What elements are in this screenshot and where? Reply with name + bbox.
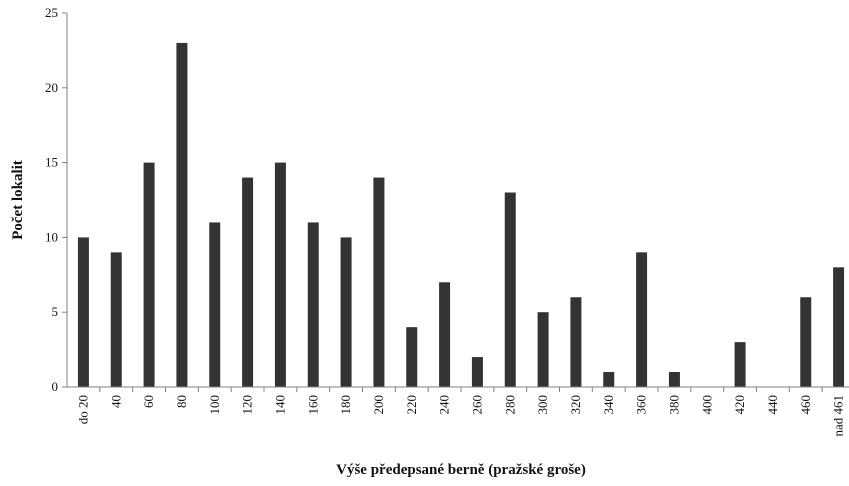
x-tick-label: do 20 bbox=[75, 395, 90, 424]
bars bbox=[77, 42, 845, 388]
bar bbox=[636, 252, 648, 387]
bar bbox=[176, 42, 188, 388]
x-tick-label: 200 bbox=[371, 395, 386, 415]
bar bbox=[504, 192, 516, 387]
bar bbox=[603, 372, 615, 387]
x-tick-label: 220 bbox=[404, 395, 419, 415]
x-tick-label: 260 bbox=[469, 395, 484, 415]
x-tick-label: 100 bbox=[207, 395, 222, 415]
x-tick-label: 440 bbox=[765, 395, 780, 415]
bar bbox=[274, 162, 286, 387]
bar bbox=[406, 327, 418, 387]
y-tick-label: 15 bbox=[45, 155, 58, 170]
bar bbox=[570, 297, 582, 387]
x-tick-label: 240 bbox=[437, 395, 452, 415]
bar bbox=[734, 342, 746, 387]
x-axis-title: Výše předepsané berně (pražské groše) bbox=[336, 462, 586, 478]
x-tick-label: 380 bbox=[666, 395, 681, 415]
x-tick-label: 420 bbox=[732, 395, 747, 415]
bar bbox=[143, 162, 155, 387]
x-tick-label: 80 bbox=[174, 395, 189, 408]
bar bbox=[340, 237, 352, 387]
bar bbox=[77, 237, 89, 387]
bar bbox=[110, 252, 122, 387]
x-tick-label: 320 bbox=[568, 395, 583, 415]
x-tick-label: 140 bbox=[272, 395, 287, 415]
y-tick-label: 25 bbox=[45, 5, 58, 20]
x-tick-label: 280 bbox=[502, 395, 517, 415]
bar bbox=[471, 357, 483, 387]
y-tick-label: 10 bbox=[45, 229, 58, 244]
x-tick-label: 300 bbox=[535, 395, 550, 415]
y-axis-title: Počet lokalit bbox=[10, 160, 26, 240]
y-tick-label: 0 bbox=[52, 379, 59, 394]
x-tick-label: 340 bbox=[601, 395, 616, 415]
bar bbox=[668, 372, 680, 387]
x-tick-label: 400 bbox=[699, 395, 714, 415]
y-tick-label: 5 bbox=[52, 304, 59, 319]
x-tick-label: 360 bbox=[634, 395, 649, 415]
bar bbox=[209, 222, 221, 387]
x-tick-label: 460 bbox=[798, 395, 813, 415]
bar bbox=[800, 297, 812, 387]
y-tick-label: 20 bbox=[45, 80, 58, 95]
bar bbox=[242, 177, 254, 387]
bar bbox=[307, 222, 319, 387]
x-tick-label: 180 bbox=[338, 395, 353, 415]
y-axis-ticks: 0 5 10 15 20 25 bbox=[45, 5, 67, 394]
x-axis-ticks: do 20 40 60 80 100 120 140 160 180 200 220 240 260 28… bbox=[75, 387, 846, 437]
bar bbox=[833, 267, 845, 387]
x-tick-label: 160 bbox=[305, 395, 320, 415]
bar bbox=[439, 282, 451, 387]
x-tick-label: 60 bbox=[141, 395, 156, 408]
x-tick-label: 120 bbox=[240, 395, 255, 415]
x-tick-label: 40 bbox=[108, 395, 123, 408]
bar bbox=[373, 177, 385, 387]
x-tick-label: nad 461 bbox=[831, 395, 846, 437]
bar bbox=[537, 312, 549, 387]
